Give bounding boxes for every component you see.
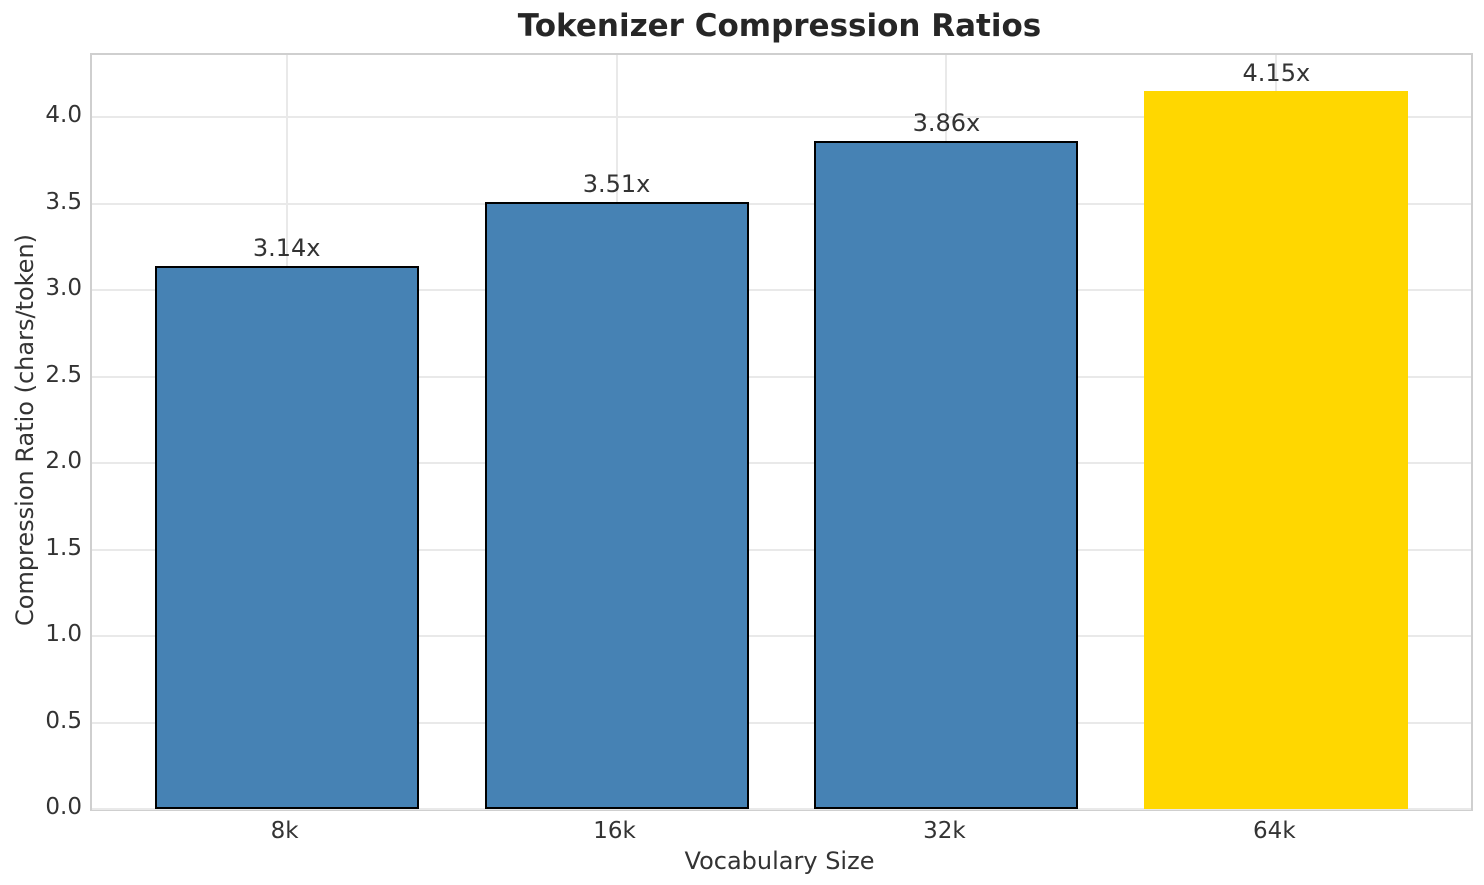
horizontal-gridline xyxy=(92,635,1471,638)
y-tick-label-1.5: 1.5 xyxy=(45,534,82,561)
horizontal-gridline xyxy=(92,375,1471,378)
bar-64k xyxy=(1144,91,1409,809)
y-tick-label-2.0: 2.0 xyxy=(45,448,82,475)
y-tick-label-1.0: 1.0 xyxy=(45,621,82,648)
horizontal-gridline xyxy=(92,289,1471,292)
x-tick-label-8k: 8k xyxy=(270,818,299,844)
bar-value-label-16k: 3.51x xyxy=(582,170,651,198)
x-tick-label-32k: 32k xyxy=(923,818,966,844)
horizontal-gridline xyxy=(92,548,1471,551)
y-tick-label-3.5: 3.5 xyxy=(45,188,82,215)
bar-value-label-8k: 3.14x xyxy=(252,233,321,262)
bar-8k xyxy=(154,265,419,809)
plot-area: 3.14x 3.51x 3.86x 4.15x xyxy=(90,53,1473,811)
y-tick-label-0.5: 0.5 xyxy=(45,707,82,734)
horizontal-gridline xyxy=(92,202,1471,205)
bar-32k xyxy=(814,141,1079,809)
x-tick-label-64k: 64k xyxy=(1253,818,1296,844)
x-tick-label-16k: 16k xyxy=(593,818,636,844)
chart-title: Tokenizer Compression Ratios xyxy=(517,8,1042,44)
y-tick-label-4.0: 4.0 xyxy=(45,102,82,129)
bar-16k xyxy=(484,202,749,809)
y-tick-label-3.0: 3.0 xyxy=(45,275,82,302)
bar-value-label-64k: 4.15x xyxy=(1242,59,1311,88)
horizontal-gridline xyxy=(92,808,1471,810)
y-axis-label: Compression Ratio (chars/token) xyxy=(11,234,39,627)
horizontal-gridline xyxy=(92,116,1471,119)
x-axis-label: Vocabulary Size xyxy=(684,847,875,875)
horizontal-gridline xyxy=(92,462,1471,465)
y-tick-label-2.5: 2.5 xyxy=(45,361,82,388)
y-tick-label-0.0: 0.0 xyxy=(45,794,82,820)
horizontal-gridline xyxy=(92,721,1471,724)
bar-value-label-32k: 3.86x xyxy=(912,109,981,138)
